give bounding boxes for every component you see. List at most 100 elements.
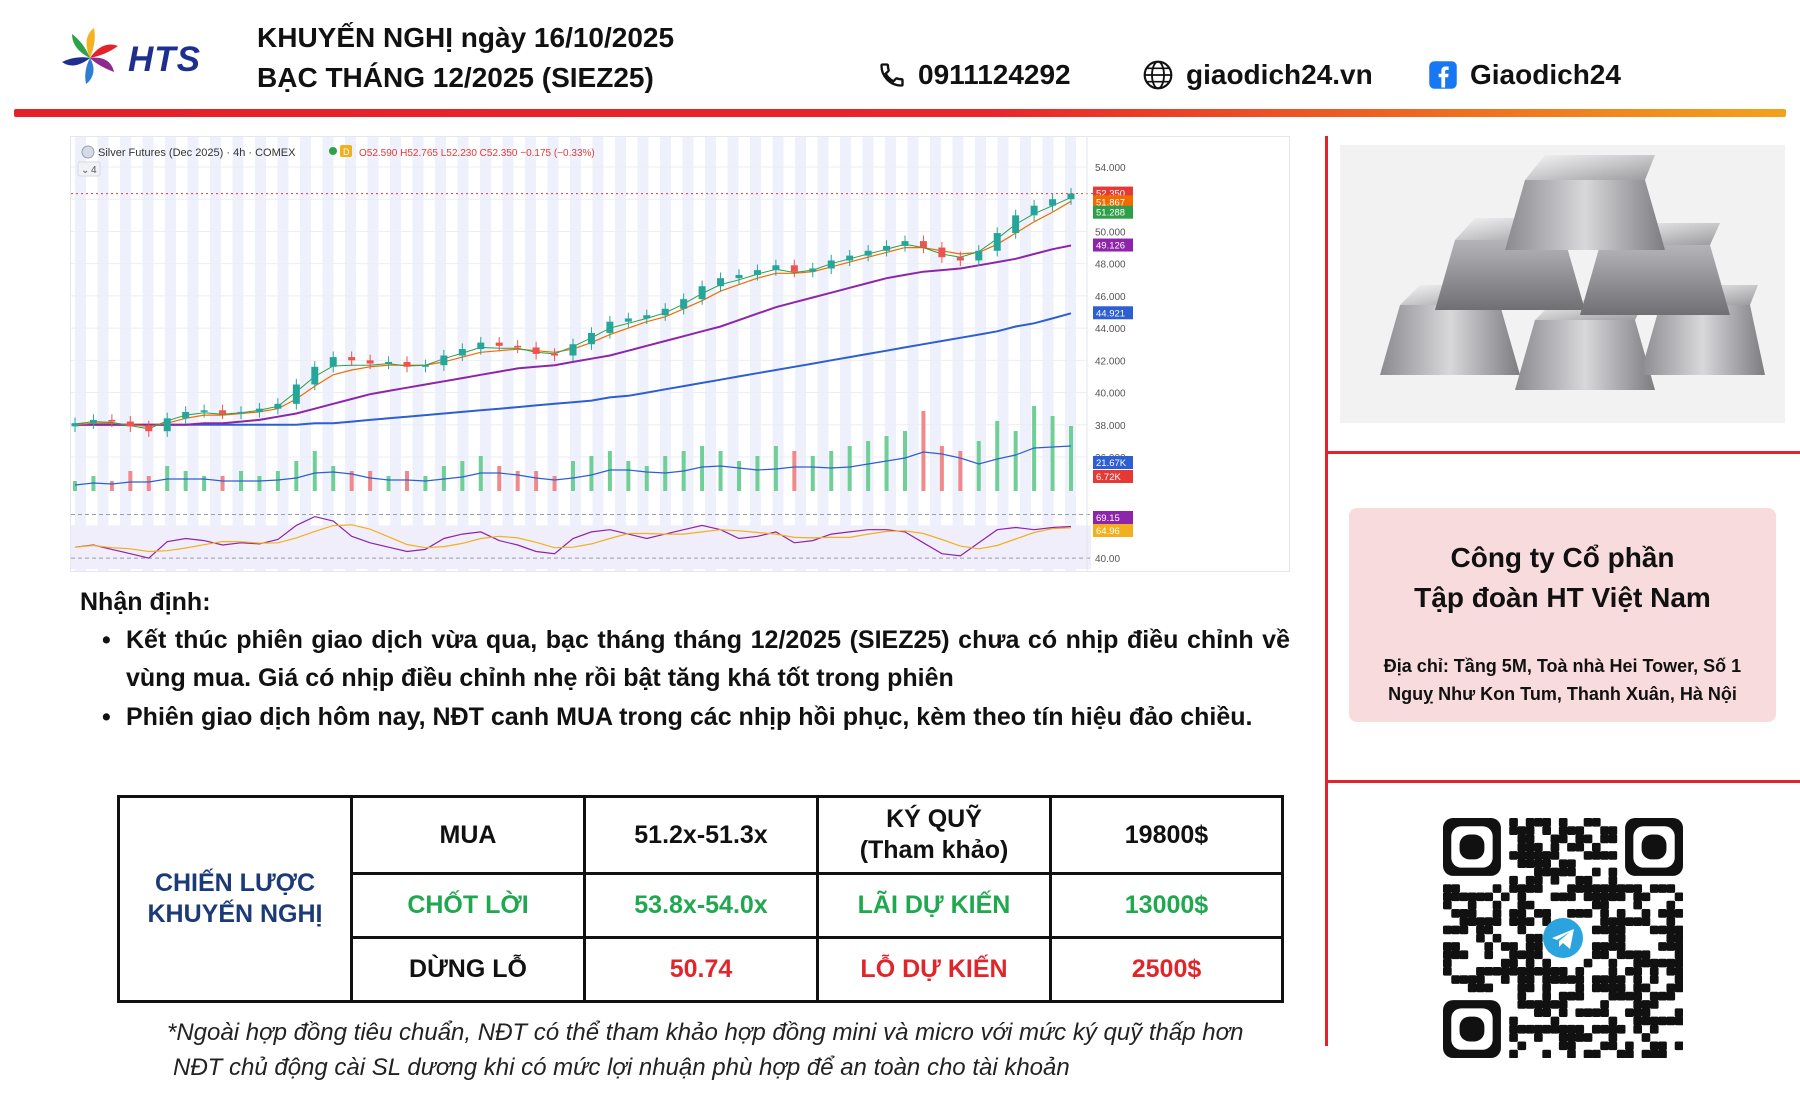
qr-module — [1567, 826, 1576, 835]
qr-module — [1525, 851, 1535, 860]
qr-module — [1674, 1016, 1684, 1026]
session-band — [817, 137, 829, 571]
qr-module — [1591, 925, 1601, 935]
qr-module — [1467, 917, 1477, 926]
qr-finder — [1641, 834, 1667, 860]
qr-module — [1616, 1024, 1626, 1034]
volume-bar — [405, 471, 409, 491]
session-band — [885, 137, 896, 571]
session-band — [615, 137, 626, 571]
qr-module — [1476, 933, 1485, 943]
qr-module — [1600, 826, 1609, 835]
candle-body — [938, 247, 946, 258]
qr-module — [1567, 975, 1576, 984]
website-link[interactable]: giaodich24.vn — [1186, 59, 1373, 90]
qr-module — [1542, 1049, 1551, 1059]
indicator-toggle[interactable] — [77, 161, 101, 177]
qr-module — [1550, 842, 1560, 852]
qr-module — [1517, 991, 1527, 1001]
qr-module — [1567, 867, 1576, 877]
qr-module — [1509, 958, 1518, 968]
qr-module — [1600, 975, 1609, 984]
volume-bar — [995, 421, 1000, 491]
qr-module — [1608, 975, 1618, 984]
qr-module — [1443, 958, 1452, 968]
price-badge-label: 52.350 — [1096, 189, 1125, 200]
bullet-text: Phiên giao dịch hôm nay, NĐT canh MUA tr… — [126, 703, 1253, 731]
session-band — [592, 137, 604, 571]
qr-module — [1674, 950, 1684, 960]
qr-module — [1641, 950, 1651, 960]
qr-module — [1625, 884, 1634, 893]
qr-module — [1641, 909, 1651, 918]
session-band — [390, 137, 401, 571]
session-band — [97, 137, 109, 571]
qr-module — [1534, 942, 1543, 951]
qr-module — [1525, 884, 1535, 893]
qr-module — [1517, 917, 1527, 926]
qr-module — [1517, 851, 1527, 860]
facebook-page[interactable]: Giaodich24 — [1470, 59, 1621, 90]
price-badge — [1093, 306, 1133, 320]
qr-module — [1542, 917, 1551, 926]
candle-body — [772, 265, 780, 271]
qr-module — [1600, 917, 1609, 926]
candle-body — [827, 260, 835, 269]
qr-module — [1600, 892, 1609, 902]
contact-website[interactable]: giaodich24.vn — [1142, 58, 1373, 92]
qr-module — [1550, 875, 1560, 885]
qr-module — [1608, 834, 1618, 844]
qr-module — [1641, 1000, 1651, 1009]
candle-body — [145, 426, 153, 432]
contact-facebook[interactable]: Giaodich24 — [1428, 58, 1621, 92]
qr-module — [1525, 983, 1535, 993]
qr-module — [1492, 900, 1502, 910]
qr-module — [1674, 1008, 1684, 1018]
qr-module — [1600, 851, 1609, 860]
qr-module — [1525, 966, 1535, 976]
candle-body — [1030, 205, 1038, 216]
qr-module — [1558, 966, 1568, 976]
qr-module — [1575, 842, 1585, 852]
phone-number: 0911124292 — [918, 59, 1071, 90]
qr-module — [1459, 925, 1469, 935]
qr-module — [1459, 950, 1469, 960]
qr-module — [1567, 859, 1576, 869]
candle-body — [587, 332, 595, 345]
qr-module — [1534, 875, 1543, 885]
qr-module — [1666, 983, 1676, 993]
qr-module — [1550, 867, 1560, 877]
session-band — [727, 137, 739, 571]
qr-module — [1542, 966, 1551, 976]
price-badge — [1093, 456, 1133, 469]
candle-body — [901, 241, 909, 246]
qr-module — [1517, 1000, 1527, 1009]
volume-bar — [1013, 431, 1018, 491]
qr-module — [1591, 1008, 1601, 1018]
qr-module — [1443, 900, 1452, 910]
qr-module — [1459, 917, 1469, 926]
candle-body — [495, 342, 503, 346]
qr-module — [1459, 909, 1469, 918]
price-badge-label: 51.867 — [1096, 197, 1125, 208]
qr-module — [1517, 859, 1527, 869]
qr-module — [1649, 884, 1659, 893]
qr-module — [1666, 966, 1676, 976]
session-band — [705, 137, 716, 571]
qr-module — [1534, 966, 1543, 976]
telegram-qr-code[interactable] — [1443, 818, 1684, 1059]
session-band — [1020, 137, 1031, 571]
price-badge-label: 69.15 — [1096, 513, 1120, 524]
session-band — [120, 137, 131, 571]
margin-label: KÝ QUỸ — [886, 805, 982, 833]
qr-module — [1451, 892, 1460, 902]
qr-module — [1600, 834, 1609, 844]
qr-module — [1534, 933, 1543, 943]
candle-body — [735, 274, 743, 279]
qr-module — [1591, 950, 1601, 960]
qr-module — [1558, 859, 1568, 869]
contact-phone[interactable]: 0911124292 — [878, 58, 1071, 92]
candle-body — [71, 423, 79, 427]
qr-module — [1674, 909, 1684, 918]
qr-module — [1658, 909, 1667, 918]
